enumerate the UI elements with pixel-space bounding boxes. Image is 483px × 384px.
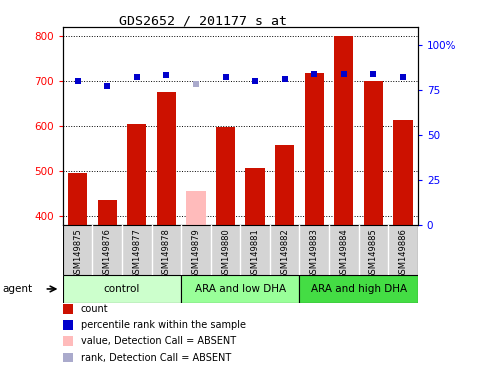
Text: GSM149875: GSM149875 — [73, 228, 82, 279]
Bar — [63, 353, 73, 362]
Text: agent: agent — [2, 284, 32, 294]
Text: GSM149879: GSM149879 — [191, 228, 200, 279]
Bar — [186, 191, 206, 225]
Bar — [68, 173, 87, 225]
Bar — [63, 275, 181, 303]
Bar — [275, 145, 294, 225]
Text: GSM149878: GSM149878 — [162, 228, 171, 279]
Text: GSM149876: GSM149876 — [103, 228, 112, 279]
Text: GSM149884: GSM149884 — [340, 228, 348, 279]
Bar — [181, 275, 299, 303]
Text: GSM149881: GSM149881 — [251, 228, 259, 279]
Bar — [127, 124, 146, 225]
Bar — [305, 73, 324, 225]
Text: value, Detection Call = ABSENT: value, Detection Call = ABSENT — [81, 336, 236, 346]
Bar — [98, 200, 117, 225]
Bar — [299, 275, 418, 303]
Text: count: count — [81, 304, 108, 314]
Bar — [63, 336, 73, 346]
Text: GDS2652 / 201177_s_at: GDS2652 / 201177_s_at — [119, 14, 287, 27]
Bar — [334, 36, 354, 225]
Text: rank, Detection Call = ABSENT: rank, Detection Call = ABSENT — [81, 353, 231, 362]
Text: ARA and high DHA: ARA and high DHA — [311, 284, 407, 294]
Bar — [63, 320, 73, 330]
Text: percentile rank within the sample: percentile rank within the sample — [81, 320, 246, 330]
Text: GSM149880: GSM149880 — [221, 228, 230, 279]
Text: GSM149877: GSM149877 — [132, 228, 141, 279]
Bar — [393, 120, 412, 225]
Text: GSM149885: GSM149885 — [369, 228, 378, 279]
Bar — [156, 92, 176, 225]
Bar — [216, 127, 235, 225]
Text: GSM149882: GSM149882 — [280, 228, 289, 279]
Text: GSM149883: GSM149883 — [310, 228, 319, 279]
Text: ARA and low DHA: ARA and low DHA — [195, 284, 286, 294]
Bar — [245, 169, 265, 225]
Bar — [364, 81, 383, 225]
Bar — [63, 304, 73, 314]
Text: GSM149886: GSM149886 — [398, 228, 408, 279]
Text: control: control — [104, 284, 140, 294]
